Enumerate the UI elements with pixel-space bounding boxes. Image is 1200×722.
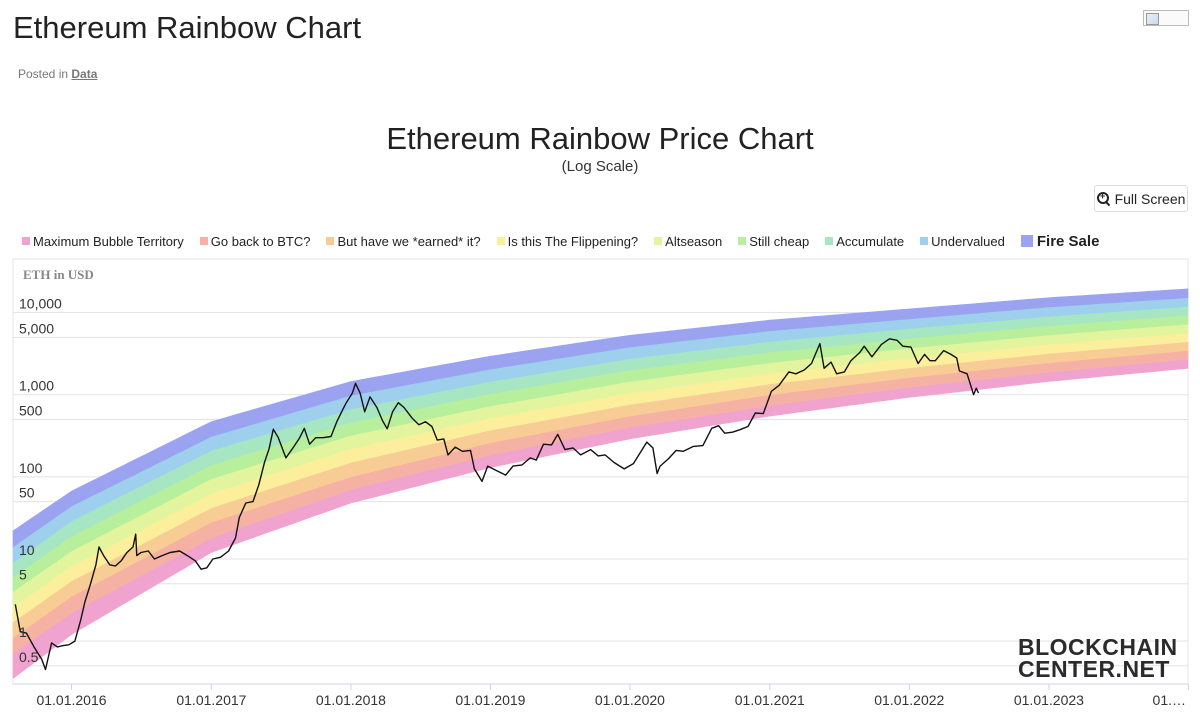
legend-item[interactable]: Altseason xyxy=(654,234,722,249)
x-tick-label: 01.01.2023 xyxy=(1014,692,1084,708)
legend-item[interactable]: Maximum Bubble Territory xyxy=(22,234,184,249)
legend-swatch xyxy=(1020,235,1033,247)
x-tick-label: 01.01.2021 xyxy=(735,692,805,708)
legend-label: But have we *earned* it? xyxy=(337,233,481,249)
legend-swatch xyxy=(22,237,30,245)
legend-label: Accumulate xyxy=(836,233,905,249)
legend-label: Still cheap xyxy=(749,233,810,249)
legend-swatch xyxy=(496,237,505,245)
watermark-line-2: CENTER.NET xyxy=(1018,656,1170,682)
y-tick-label: 5 xyxy=(19,567,27,583)
chart-legend: Maximum Bubble Territory Go back to BTC? B… xyxy=(22,231,1200,251)
y-tick-label: 50 xyxy=(19,485,35,501)
legend-item[interactable]: Accumulate xyxy=(825,234,904,249)
y-tick-label: 0.5 xyxy=(19,649,39,665)
x-tick-label: 01.01.2022 xyxy=(874,692,944,708)
legend-swatch xyxy=(738,237,747,245)
legend-swatch xyxy=(199,237,208,245)
watermark-line-1: BLOCKCHAIN xyxy=(1018,634,1178,660)
legend-item[interactable]: Is this The Flippening? xyxy=(496,233,639,249)
category-link[interactable]: Data xyxy=(71,67,98,81)
blockchaincenter-watermark: BLOCKCHAIN CENTER.NET xyxy=(1018,634,1178,682)
post-meta: Posted in Data xyxy=(18,67,97,81)
legend-label: Maximum Bubble Territory xyxy=(33,233,184,249)
legend-label: Is this The Flippening? xyxy=(507,233,639,249)
x-tick-label: 01.01.2019 xyxy=(455,692,525,708)
y-axis-title: ETH in USD xyxy=(23,267,94,282)
full-screen-button[interactable]: + Full Screen xyxy=(1094,185,1188,212)
legend-item[interactable]: Go back to BTC? xyxy=(199,233,311,249)
legend-swatch xyxy=(326,237,335,245)
x-tick-label: 01.01.2016 xyxy=(36,692,106,708)
x-tick-label: 01.… xyxy=(1153,692,1186,708)
legend-item[interactable]: Fire Sale xyxy=(1020,232,1100,250)
x-tick-label: 01.01.2020 xyxy=(595,692,665,708)
y-tick-label: 5,000 xyxy=(19,320,54,336)
broken-image-icon xyxy=(1143,10,1189,26)
eth-price-line xyxy=(14,338,980,671)
legend-item[interactable]: Undervalued xyxy=(920,234,1005,249)
legend-label: Altseason xyxy=(665,233,723,249)
legend-item[interactable]: Still cheap xyxy=(738,234,809,249)
y-tick-label: 10 xyxy=(19,542,35,558)
x-tick-label: 01.01.2017 xyxy=(176,692,246,708)
band-fire-sale xyxy=(12,288,1189,548)
legend-swatch xyxy=(654,237,663,245)
page-title: Ethereum Rainbow Chart xyxy=(13,10,362,45)
legend-swatch xyxy=(825,237,834,245)
y-tick-label: 500 xyxy=(19,403,43,419)
y-tick-label: 1,000 xyxy=(19,378,54,394)
legend-label: Fire Sale xyxy=(1036,232,1100,250)
chart-subtitle: (Log Scale) xyxy=(561,158,639,175)
y-tick-label: 100 xyxy=(19,460,43,476)
x-tick-label: 01.01.2018 xyxy=(316,692,386,708)
legend-item[interactable]: But have we *earned* it? xyxy=(326,233,481,249)
posted-prefix: Posted in xyxy=(18,67,69,81)
legend-label: Undervalued xyxy=(931,233,1005,249)
chart-title: Ethereum Rainbow Price Chart xyxy=(386,121,814,156)
zoom-in-icon: + xyxy=(1096,191,1110,205)
legend-label: Go back to BTC? xyxy=(210,233,311,249)
y-tick-label: 10,000 xyxy=(19,296,62,312)
y-tick-label: 1 xyxy=(19,624,27,640)
full-screen-label: Full Screen xyxy=(1114,190,1186,207)
legend-swatch xyxy=(920,237,929,245)
